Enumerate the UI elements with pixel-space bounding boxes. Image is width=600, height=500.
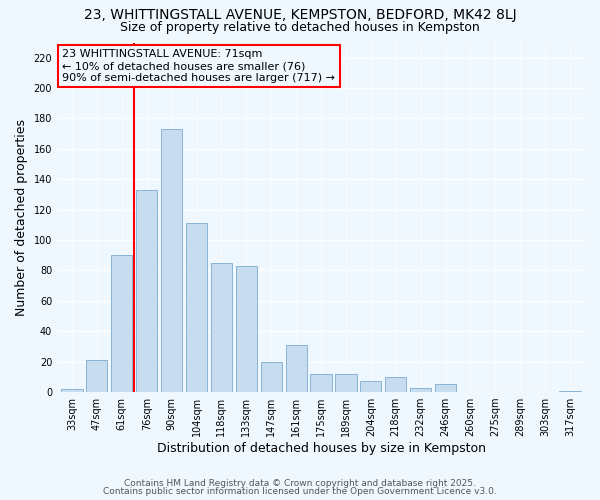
Bar <box>435 384 456 392</box>
Bar <box>236 266 257 392</box>
Bar <box>86 360 107 392</box>
Bar <box>360 382 382 392</box>
Bar <box>286 345 307 392</box>
Bar <box>186 224 207 392</box>
Bar <box>310 374 332 392</box>
Bar <box>136 190 157 392</box>
Text: Size of property relative to detached houses in Kempston: Size of property relative to detached ho… <box>120 21 480 34</box>
Bar <box>385 377 406 392</box>
Text: Contains public sector information licensed under the Open Government Licence v3: Contains public sector information licen… <box>103 487 497 496</box>
Bar <box>111 256 133 392</box>
Text: 23, WHITTINGSTALL AVENUE, KEMPSTON, BEDFORD, MK42 8LJ: 23, WHITTINGSTALL AVENUE, KEMPSTON, BEDF… <box>83 8 517 22</box>
Bar <box>161 129 182 392</box>
Text: 23 WHITTINGSTALL AVENUE: 71sqm
← 10% of detached houses are smaller (76)
90% of : 23 WHITTINGSTALL AVENUE: 71sqm ← 10% of … <box>62 50 335 82</box>
Bar <box>410 388 431 392</box>
Text: Contains HM Land Registry data © Crown copyright and database right 2025.: Contains HM Land Registry data © Crown c… <box>124 478 476 488</box>
Bar <box>559 390 581 392</box>
Bar <box>61 389 83 392</box>
Bar <box>335 374 356 392</box>
X-axis label: Distribution of detached houses by size in Kempston: Distribution of detached houses by size … <box>157 442 485 455</box>
Bar <box>211 263 232 392</box>
Y-axis label: Number of detached properties: Number of detached properties <box>15 119 28 316</box>
Bar <box>260 362 282 392</box>
